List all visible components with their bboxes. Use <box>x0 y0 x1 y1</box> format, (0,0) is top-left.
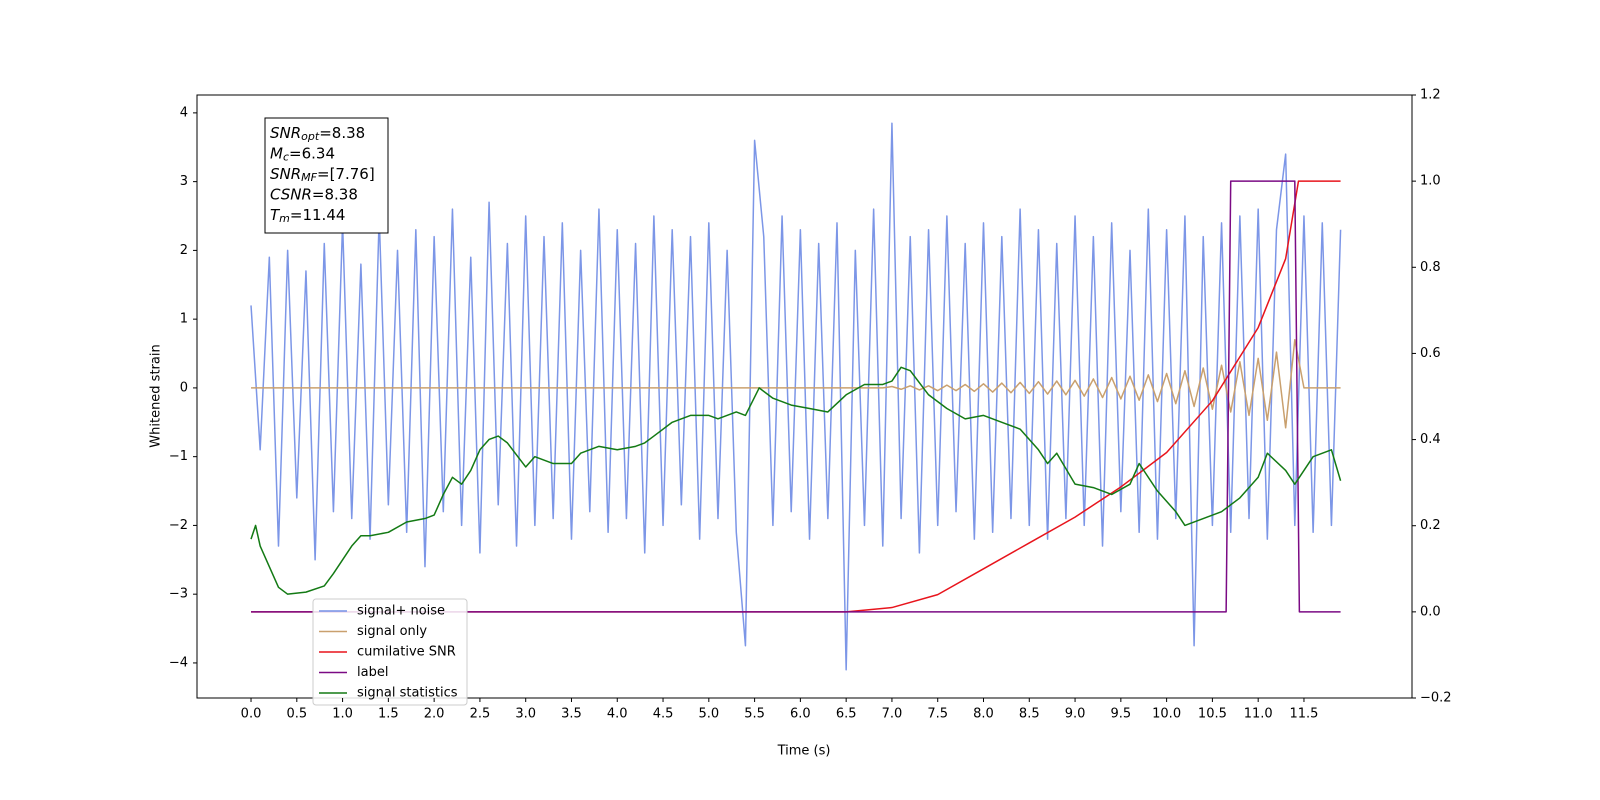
x-tick-label: 11.0 <box>1244 707 1273 722</box>
annotation-symbol: M <box>270 144 283 162</box>
annotation-frame <box>264 117 389 234</box>
y2-tick-label: 0.2 <box>1420 518 1441 533</box>
legend-label: cumilative SNR <box>357 645 456 660</box>
x-tick-label: 6.0 <box>790 707 811 722</box>
annotation-line: SNRopt=8.38 <box>270 124 365 144</box>
y2-tick-label: 0.0 <box>1420 604 1441 619</box>
annotation-box: SNRopt=8.38Mc=6.34SNRMF=[7.76]CSNR=8.38T… <box>264 117 389 234</box>
legend-label: signal statistics <box>357 686 458 701</box>
x-tick-label: 11.5 <box>1289 707 1318 722</box>
y2-tick-label: 1.0 <box>1420 174 1441 189</box>
annotation-value: =6.34 <box>289 144 335 162</box>
x-tick-label: 1.5 <box>378 707 399 722</box>
x-tick-label: 10.0 <box>1152 707 1181 722</box>
x-tick-label: 7.0 <box>882 707 903 722</box>
x-tick-label: 6.5 <box>836 707 857 722</box>
x-tick-label: 2.0 <box>424 707 445 722</box>
x-tick-label: 5.5 <box>744 707 765 722</box>
y-tick-label: −2 <box>169 518 188 533</box>
x-tick-label: 9.5 <box>1110 707 1131 722</box>
legend-label: label <box>357 665 388 680</box>
annotation-value: =8.38 <box>319 124 365 142</box>
annotation-line: SNRMF=[7.76] <box>270 165 375 185</box>
y-tick-label: 2 <box>180 243 188 258</box>
y2-tick-label: 0.4 <box>1420 432 1441 447</box>
annotation-subscript: c <box>283 151 289 164</box>
annotation-symbol: T <box>270 206 281 224</box>
axes-frame <box>196 94 1413 699</box>
annotation-value: =[7.76] <box>317 165 375 183</box>
x-tick-label: 4.5 <box>653 707 674 722</box>
series-line <box>251 180 1341 613</box>
annotation-value: =11.44 <box>290 206 346 224</box>
annotation-symbol: CSNR <box>270 185 312 203</box>
annotation-subscript: m <box>279 212 290 225</box>
annotation-subscript: opt <box>301 130 320 143</box>
x-tick-label: 7.5 <box>927 707 948 722</box>
annotation-symbol: SNR <box>270 165 301 183</box>
series-line <box>250 366 1342 595</box>
x-tick-label: 8.0 <box>973 707 994 722</box>
y-tick-label: 0 <box>180 380 188 395</box>
y-tick-label: 3 <box>180 174 188 189</box>
y2-tick-label: 1.2 <box>1420 88 1441 103</box>
series-line <box>250 122 1342 671</box>
x-tick-label: 1.0 <box>332 707 353 722</box>
x-tick-label: 10.5 <box>1198 707 1227 722</box>
x-tick-label: 9.0 <box>1065 707 1086 722</box>
annotation-line: CSNR=8.38 <box>270 185 358 203</box>
annotation-value: =8.38 <box>312 185 358 203</box>
y-tick-label: −3 <box>169 587 188 602</box>
x-tick-label: 4.0 <box>607 707 628 722</box>
y2-tick-label: 0.8 <box>1420 260 1441 275</box>
plot-area <box>250 122 1342 671</box>
x-tick-label: 0.5 <box>286 707 307 722</box>
x-axis-label: Time (s) <box>777 744 831 759</box>
legend-label: signal+ noise <box>357 604 445 619</box>
y-tick-label: −1 <box>169 449 188 464</box>
x-tick-label: 3.0 <box>515 707 536 722</box>
x-tick-label: 8.5 <box>1019 707 1040 722</box>
series-line <box>251 339 1341 429</box>
annotation-subscript: MF <box>301 171 317 184</box>
legend: signal+ noise signal only cumilative SNR la… <box>312 598 468 706</box>
y2-tick-label: −0.2 <box>1420 691 1452 706</box>
annotation-line: Tm=11.44 <box>270 206 345 226</box>
legend-frame <box>312 598 468 706</box>
legend-label: signal only <box>357 624 427 639</box>
y-axis-label: Whitened strain <box>149 344 164 447</box>
x-tick-label: 3.5 <box>561 707 582 722</box>
y-tick-label: 1 <box>180 312 188 327</box>
y-tick-label: −4 <box>169 655 188 670</box>
annotation-symbol: SNR <box>270 124 301 142</box>
x-tick-label: 2.5 <box>470 707 491 722</box>
x-tick-label: 0.0 <box>241 707 262 722</box>
y-tick-label: 4 <box>180 105 188 120</box>
annotation-line: Mc=6.34 <box>270 144 335 164</box>
y2-tick-label: 0.6 <box>1420 346 1441 361</box>
x-tick-label: 5.0 <box>698 707 719 722</box>
series-line <box>251 180 1341 613</box>
